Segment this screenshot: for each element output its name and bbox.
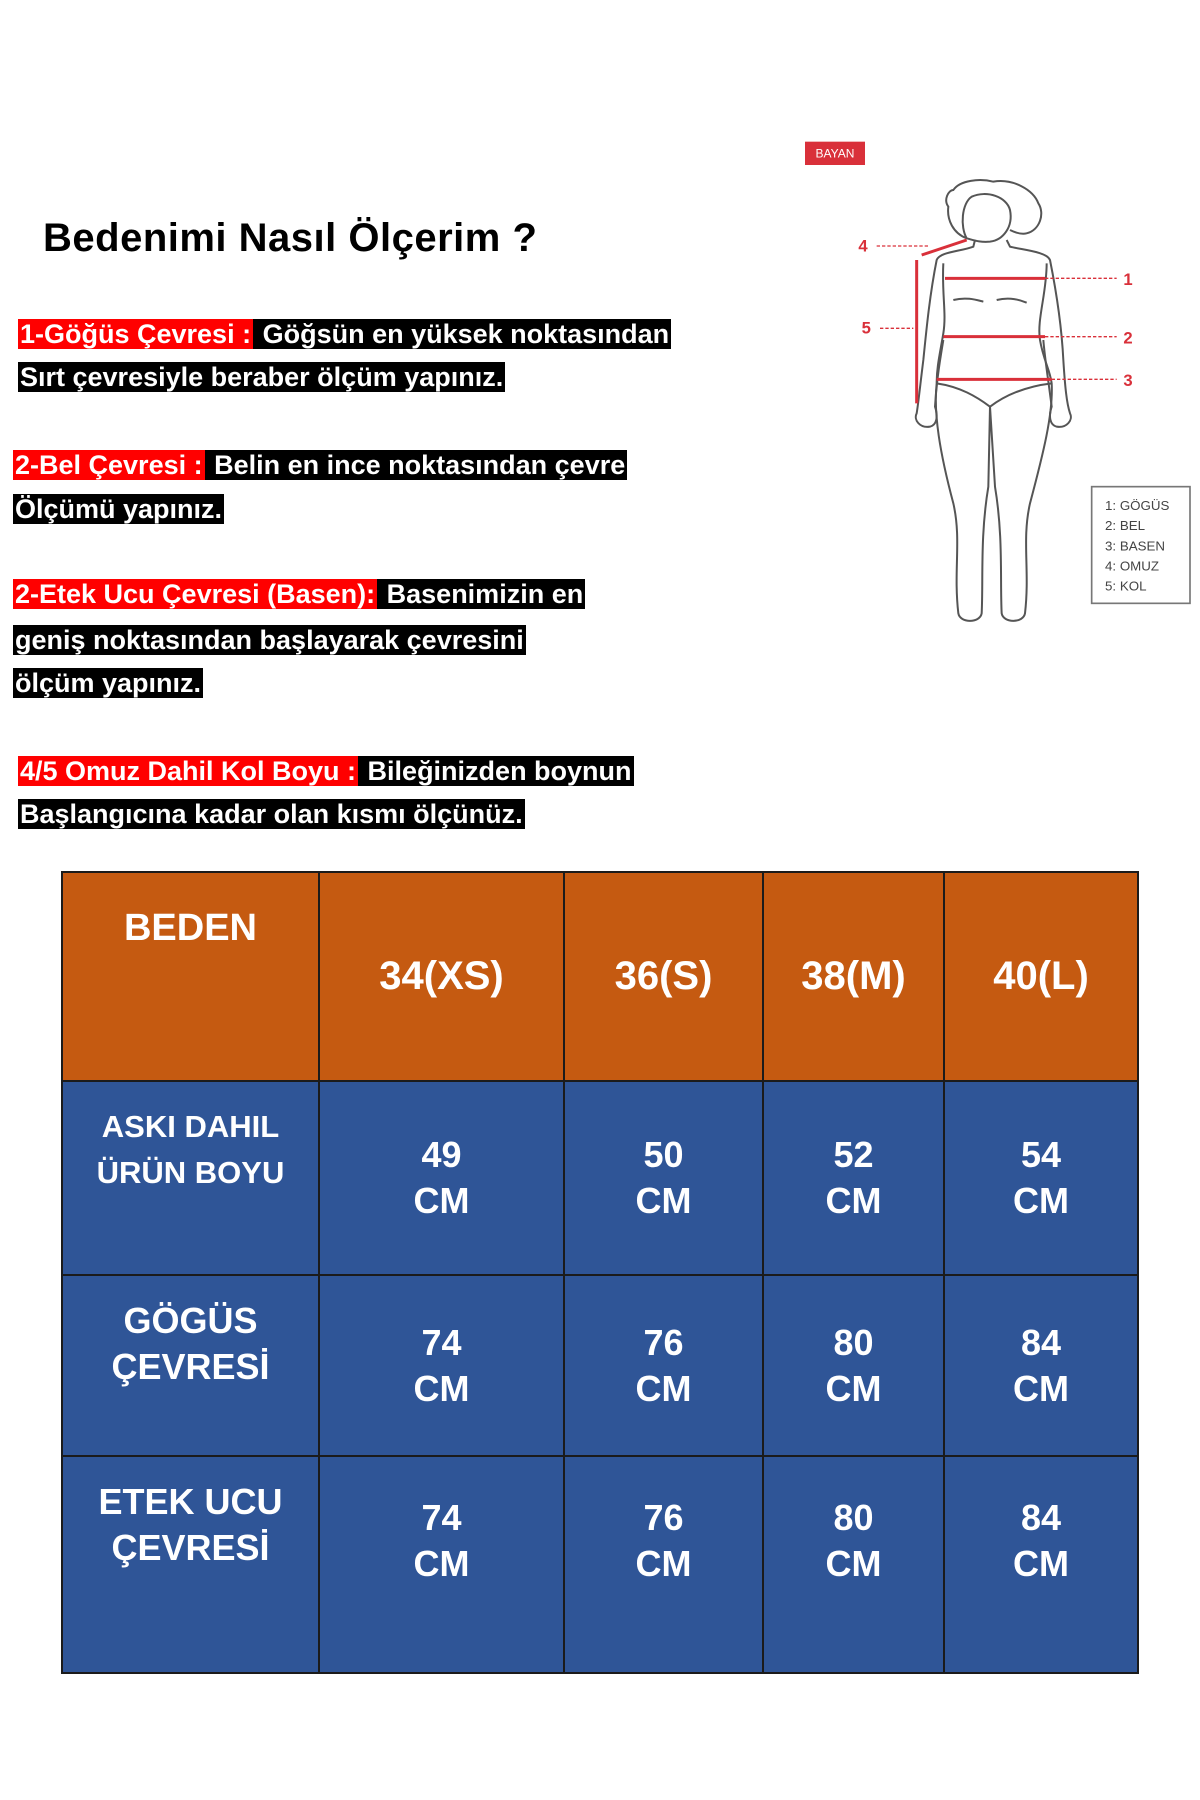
marker-4: 4 [858,237,868,256]
row-label: ETEK UCU ÇEVRESİ [61,1455,320,1674]
instruction-chest-line-1: 1-Göğüs Çevresi : Göğsün en yüksek nokta… [18,314,672,354]
cell-unit: CM [1013,1543,1069,1584]
header-size: 36(S) [563,871,764,1082]
row-label-line: ÇEVRESİ [111,1346,270,1387]
cell-value: 84 [1020,1497,1062,1538]
table-cell: 76 CM [563,1455,764,1674]
instruction-text: Bileğinizden boynun [358,756,634,786]
row-label: GÖGÜS ÇEVRESİ [61,1274,320,1457]
cell-value: 80 [833,1321,874,1363]
instruction-text: ölçüm yapınız. [13,668,204,698]
row-label-line: ASKI DAHIL [101,1109,280,1144]
instruction-text: geniş noktasından başlayarak çevresini [13,625,526,655]
instruction-text: Göğsün en yüksek noktasından [253,319,672,349]
marker-5: 5 [862,318,871,337]
marker-3: 3 [1123,371,1132,390]
legend-item: 2: BEL [1105,518,1145,533]
instruction-text: Başlangıcına kadar olan kısmı ölçünüz. [18,799,525,829]
instruction-label: 1-Göğüs Çevresi : [18,319,254,349]
cell-value: 52 [833,1134,874,1175]
cell-unit: CM [825,1180,882,1221]
table-row-length: ASKI DAHIL ÜRÜN BOYU 49 CM 50 CM 52 CM 54 CM [61,1080,1139,1276]
instruction-waist-line-2: Ölçümü yapınız. [13,489,225,529]
table-cell: 84 CM [943,1274,1139,1457]
size-table-header: BEDEN 34(XS) 36(S) 38(M) 40(L) [61,871,1139,1082]
header-corner: BEDEN [61,871,320,1082]
table-cell: 74 CM [318,1455,565,1674]
cell-value: 50 [643,1134,684,1175]
row-label-line: ÜRÜN BOYU [96,1155,285,1190]
cell-unit: CM [1013,1180,1069,1221]
instruction-text: Basenimizin en [377,579,586,609]
instruction-hip-line-3: ölçüm yapınız. [13,663,204,703]
table-cell: 80 CM [762,1274,945,1457]
table-cell: 74 CM [318,1274,565,1457]
instruction-text: Sırt çevresiyle beraber ölçüm yapınız. [18,362,506,392]
body-outline [914,179,1072,622]
body-measurement-figure: BAYAN 1 2 3 4 5 1: GÖGÜS 2: BEL 3: BASEN… [805,141,1191,622]
header-size: 40(L) [943,871,1139,1082]
instruction-label: 2-Etek Ucu Çevresi (Basen): [13,579,378,609]
row-label-line: ETEK UCU [98,1481,283,1522]
instruction-arm-line-1: 4/5 Omuz Dahil Kol Boyu : Bileğinizden b… [18,751,634,791]
cell-value: 54 [1020,1134,1062,1175]
marker-2: 2 [1123,328,1132,347]
cell-value: 76 [643,1497,684,1538]
row-label: ASKI DAHIL ÜRÜN BOYU [61,1080,320,1276]
instruction-chest-line-2: Sırt çevresiyle beraber ölçüm yapınız. [18,357,506,397]
cell-unit: CM [1013,1367,1069,1409]
cell-unit: CM [413,1543,470,1584]
cell-unit: CM [825,1543,882,1584]
marker-labels: 1 2 3 4 5 [858,237,1132,390]
legend-item: 4: OMUZ [1105,559,1159,574]
instruction-text: Ölçümü yapınız. [13,494,225,524]
instruction-hip-line-2: geniş noktasından başlayarak çevresini [13,620,526,660]
header-size: 34(XS) [318,871,565,1082]
cell-value: 74 [421,1497,462,1538]
legend: 1: GÖGÜS 2: BEL 3: BASEN 4: OMUZ 5: KOL [1105,498,1170,594]
instruction-hip-line-1: 2-Etek Ucu Çevresi (Basen): Basenimizin … [13,574,586,614]
cell-unit: CM [635,1367,692,1409]
cell-value: 76 [643,1321,684,1363]
page-title: Bedenimi Nasıl Ölçerim ? [43,216,538,260]
measurement-lines [915,238,1052,404]
row-label-line: ÇEVRESİ [111,1527,270,1568]
size-table: BEDEN 34(XS) 36(S) 38(M) 40(L) ASKI DAHI… [61,871,1139,1674]
instruction-label: 4/5 Omuz Dahil Kol Boyu : [18,756,359,786]
cell-unit: CM [635,1543,692,1584]
table-cell: 84 CM [943,1455,1139,1674]
header-size: 38(M) [762,871,945,1082]
badge-text: BAYAN [816,146,855,160]
instruction-arm-line-2: Başlangıcına kadar olan kısmı ölçünüz. [18,794,525,834]
instruction-text: Belin en ince noktasından çevre [204,450,628,480]
instruction-label: 2-Bel Çevresi : [13,450,205,480]
legend-item: 1: GÖGÜS [1105,498,1170,513]
table-cell: 76 CM [563,1274,764,1457]
cell-value: 84 [1020,1321,1062,1363]
cell-unit: CM [825,1367,882,1409]
table-cell: 54 CM [943,1080,1139,1276]
cell-value: 49 [421,1134,462,1175]
badge-background [805,141,865,165]
cell-value: 74 [421,1321,462,1363]
table-row-chest: GÖGÜS ÇEVRESİ 74 CM 76 CM 80 CM 84 CM [61,1274,1139,1457]
table-cell: 80 CM [762,1455,945,1674]
cell-unit: CM [635,1180,692,1221]
cell-unit: CM [413,1367,470,1409]
table-row-hip: ETEK UCU ÇEVRESİ 74 CM 76 CM 80 CM 84 CM [61,1455,1139,1674]
cell-value: 80 [833,1497,874,1538]
marker-leaders [876,245,1117,380]
marker-1: 1 [1123,270,1132,289]
table-cell: 50 CM [563,1080,764,1276]
legend-item: 5: KOL [1105,579,1147,594]
legend-box [1090,485,1191,605]
table-cell: 52 CM [762,1080,945,1276]
row-label-line: GÖGÜS [123,1300,258,1341]
table-cell: 49 CM [318,1080,565,1276]
instruction-waist-line-1: 2-Bel Çevresi : Belin en ince noktasında… [13,445,628,485]
legend-item: 3: BASEN [1105,539,1165,554]
cell-unit: CM [413,1180,470,1221]
